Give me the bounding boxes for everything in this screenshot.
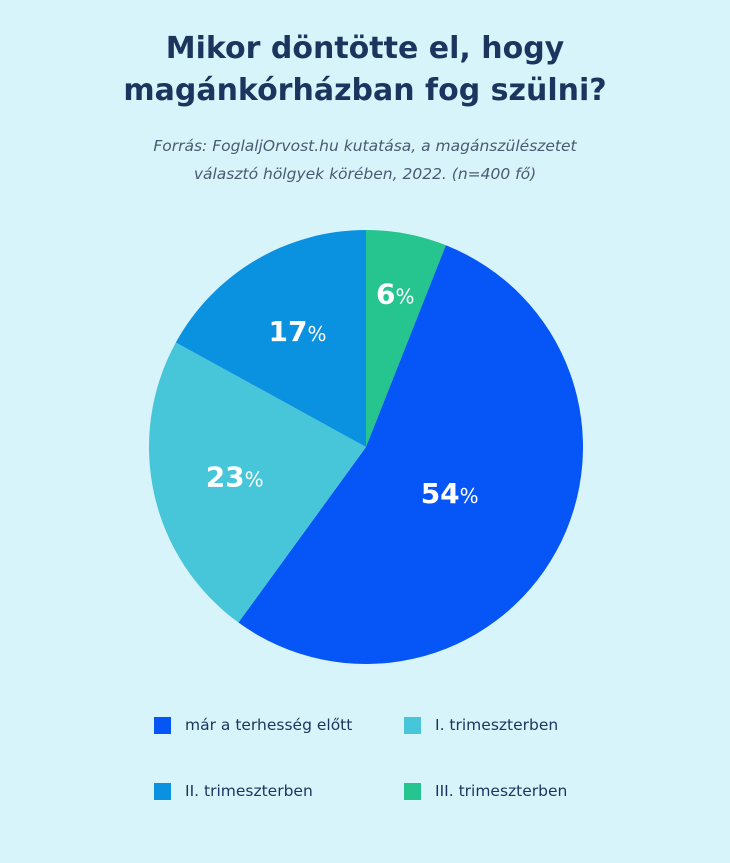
pie-slice-first-trimester xyxy=(148,342,366,623)
pie-slice-third-trimester xyxy=(366,230,446,447)
chart-title-line-1: Mikor döntötte el, hogy xyxy=(165,31,565,66)
chart-subtitle: Forrás: FoglaljOrvost.hu kutatása, a mag… xyxy=(0,132,730,188)
chart-title: Mikor döntötte el, hogy magánkórházban f… xyxy=(0,28,730,112)
legend-item-second-trimester: II. trimeszterben xyxy=(154,782,313,800)
legend-item-first-trimester: I. trimeszterben xyxy=(404,716,558,734)
legend-label: I. trimeszterben xyxy=(435,716,559,734)
data-label-first-trimester: 23% xyxy=(206,460,264,493)
data-label-second-trimester: 17% xyxy=(269,315,327,348)
chart-title-line-2: magánkórházban fog szülni? xyxy=(123,73,607,108)
data-label-third-trimester: 6% xyxy=(376,278,415,311)
chart-subtitle-line-2: választó hölgyek körében, 2022. (n=400 f… xyxy=(193,165,537,183)
legend-label: II. trimeszterben xyxy=(185,782,313,800)
legend-swatch xyxy=(404,716,421,734)
chart-subtitle-line-1: Forrás: FoglaljOrvost.hu kutatása, a mag… xyxy=(153,137,577,155)
legend-label: III. trimeszterben xyxy=(435,782,568,800)
pie-slice-before-pregnancy xyxy=(238,245,583,665)
legend-label: már a terhesség előtt xyxy=(185,716,353,734)
legend-swatch xyxy=(154,782,171,800)
pie-slice-second-trimester xyxy=(175,230,366,447)
legend-swatch xyxy=(404,782,421,800)
pie-chart: 6% 54% 23% 17% xyxy=(148,230,583,665)
legend-swatch xyxy=(154,716,171,734)
legend-item-before-pregnancy: már a terhesség előtt xyxy=(154,716,352,734)
data-label-before-pregnancy: 54% xyxy=(421,477,479,510)
legend-item-third-trimester: III. trimeszterben xyxy=(404,782,567,800)
